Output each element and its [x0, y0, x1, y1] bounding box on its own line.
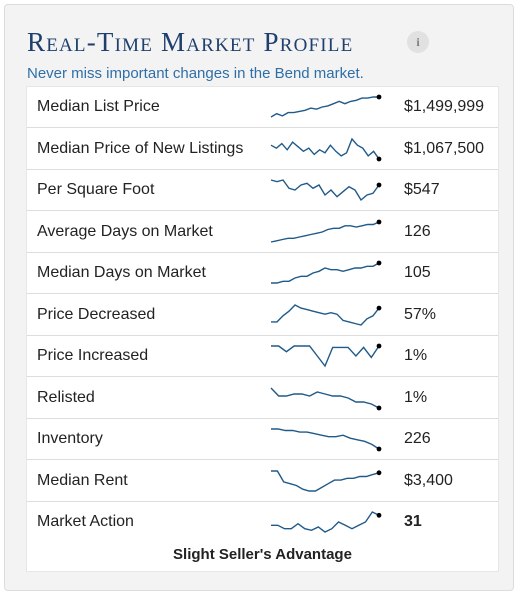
- page-title: Real-Time Market Profile: [27, 27, 354, 57]
- info-icon[interactable]: i: [407, 31, 429, 53]
- metric-row-median-days-on-market: Median Days on Market 105: [27, 253, 498, 294]
- sparkline-end-marker: [376, 470, 382, 476]
- metric-label: Median List Price: [37, 98, 160, 115]
- sparkline-end-marker: [376, 260, 382, 266]
- sparkline-end-marker: [376, 182, 382, 188]
- metric-value: 1%: [404, 389, 428, 406]
- metric-row-average-days-on-market: Average Days on Market 126: [27, 212, 498, 253]
- market-profile-card: Real-Time Market Profile i Never miss im…: [4, 4, 514, 591]
- metric-row-price-increased: Price Increased 1%: [27, 336, 498, 377]
- sparkline-price-increased: [271, 343, 382, 368]
- metrics-table: Slight Seller's Advantage Median List Pr…: [26, 86, 499, 572]
- metric-value: $547: [404, 181, 440, 198]
- sparkline-median-days-on-market: [271, 260, 382, 284]
- sparkline-price-decreased: [271, 304, 382, 326]
- metric-value: 226: [404, 430, 431, 447]
- sparkline-median-list-price: [270, 94, 382, 118]
- sparkline-inventory: [271, 428, 382, 452]
- sparkline-path: [271, 470, 380, 492]
- metric-value: $3,400: [404, 472, 453, 489]
- metric-label: Median Rent: [37, 472, 128, 489]
- market-action-summary: Slight Seller's Advantage: [173, 546, 352, 563]
- sparkline-end-marker: [376, 219, 382, 225]
- metric-label: Median Price of New Listings: [37, 140, 244, 157]
- metric-label: Price Decreased: [37, 306, 156, 323]
- metric-row-market-action: Market Action 31: [27, 502, 498, 543]
- metric-value: 105: [404, 264, 431, 281]
- sparkline-end-marker: [376, 512, 382, 518]
- sparkline-path: [271, 428, 380, 450]
- metric-row-median-list-price: Median List Price $1,499,999: [27, 87, 498, 128]
- sparkline-end-marker: [376, 446, 382, 452]
- metric-label: Median Days on Market: [37, 264, 206, 281]
- sparkline-path: [271, 345, 380, 368]
- sparkline-end-marker: [376, 405, 382, 411]
- metric-row-median-price-of-new-listings: Median Price of New Listings $1,067,500: [27, 129, 498, 170]
- metric-value: 31: [404, 513, 422, 530]
- sparkline-path: [271, 511, 380, 533]
- sparkline-path: [270, 387, 380, 409]
- metric-row-inventory: Inventory 226: [27, 419, 498, 460]
- sparkline-path: [271, 262, 380, 284]
- sparkline-end-marker: [376, 343, 382, 349]
- metric-value: $1,499,999: [404, 98, 485, 115]
- metric-row-per-square-foot: Per Square Foot $547: [27, 170, 498, 211]
- sparkline-path: [270, 137, 380, 160]
- sparkline-end-marker: [376, 156, 382, 162]
- sparkline-median-rent: [271, 470, 382, 492]
- metric-value: $1,067,500: [404, 140, 485, 157]
- metric-row-median-rent: Median Rent $3,400: [27, 461, 498, 502]
- metric-row-relisted: Relisted 1%: [27, 378, 498, 419]
- metric-row-price-decreased: Price Decreased 57%: [27, 295, 498, 336]
- metric-label: Per Square Foot: [37, 181, 155, 198]
- metric-value: 126: [404, 223, 431, 240]
- page-subtitle: Never miss important changes in the Bend…: [27, 65, 364, 82]
- sparkline-relisted: [270, 387, 382, 411]
- sparkline-path: [270, 179, 380, 202]
- sparkline-average-days-on-market: [270, 219, 382, 243]
- metric-label: Inventory: [37, 430, 103, 447]
- metric-label: Average Days on Market: [37, 223, 213, 240]
- metric-value: 1%: [404, 347, 428, 364]
- sparkline-path: [270, 96, 379, 118]
- sparkline-end-marker: [376, 94, 382, 100]
- sparkline-market-action: [271, 511, 382, 533]
- sparkline-end-marker: [376, 305, 382, 311]
- metric-label: Market Action: [37, 513, 134, 530]
- metric-label: Relisted: [37, 389, 95, 406]
- metric-label: Price Increased: [37, 347, 149, 364]
- sparkline-per-square-foot: [270, 179, 382, 202]
- metric-value: 57%: [404, 306, 437, 323]
- sparkline-median-price-of-new-listings: [270, 137, 382, 162]
- sparkline-path: [270, 221, 380, 243]
- sparkline-path: [271, 304, 380, 326]
